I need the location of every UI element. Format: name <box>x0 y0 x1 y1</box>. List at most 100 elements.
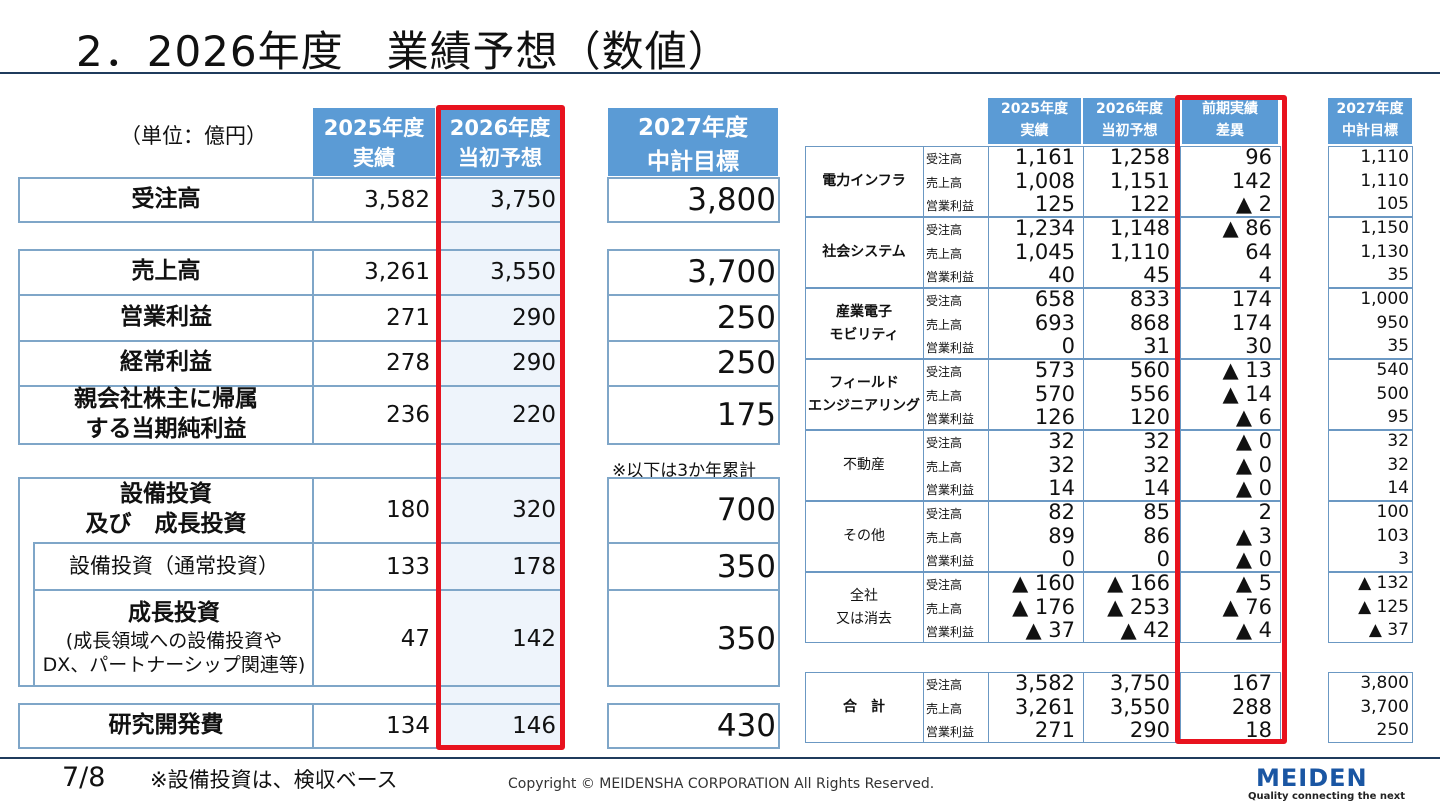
metric-label: 売上高 <box>926 701 963 716</box>
metric-label: 売上高 <box>926 175 963 190</box>
label-line: DX、パートナーシップ関連等) <box>42 654 306 677</box>
value-2027: 250 <box>716 299 776 336</box>
value-2025: 3,261 <box>364 258 430 285</box>
column-divider <box>923 217 924 288</box>
value-2027: 250 <box>716 345 776 381</box>
segment-value: 64 <box>1245 239 1272 264</box>
metric-label: 売上高 <box>926 530 963 545</box>
segment-value: ▲ 3 <box>1235 523 1272 548</box>
title-divider <box>0 72 1440 74</box>
column-divider <box>1180 572 1181 643</box>
row-label-growth-investment: 成長投資 (成長領域への設備投資や DX、パートナーシップ関連等) <box>36 591 312 686</box>
segment-value: ▲ 253 <box>1107 594 1170 619</box>
forecast-highlight-frame <box>436 105 565 750</box>
segment-name: 社会システム <box>805 217 923 288</box>
segment-box <box>805 359 1281 430</box>
target-box <box>1328 672 1413 743</box>
value-2027: 350 <box>716 620 776 657</box>
column-divider <box>1180 146 1181 217</box>
segment-value: 3,750 <box>1109 671 1170 695</box>
metric-label: 営業利益 <box>926 341 975 356</box>
target-value: 35 <box>1387 265 1409 286</box>
segment-name-line: 不動産 <box>843 457 885 474</box>
segment-name: その他 <box>805 501 923 572</box>
segment-value: 30 <box>1245 334 1272 359</box>
target-box <box>1328 572 1413 643</box>
value-2025: 236 <box>386 402 430 428</box>
segment-value: 126 <box>1034 405 1075 430</box>
target-value: 1,110 <box>1360 147 1409 167</box>
target-value: ▲ 132 <box>1358 573 1409 593</box>
header-line: 中計目標 <box>1342 123 1398 139</box>
target-box <box>1328 217 1413 288</box>
target-value: 3 <box>1398 549 1409 570</box>
segment-value: 288 <box>1231 694 1272 719</box>
value-2026: 290 <box>512 304 556 331</box>
segment-value: ▲ 42 <box>1120 618 1170 643</box>
value-2025: 3,582 <box>364 187 430 213</box>
segment-value: 120 <box>1129 405 1170 430</box>
column-divider <box>988 572 989 643</box>
column-divider <box>988 359 989 430</box>
column-divider <box>923 288 924 359</box>
segment-value: 868 <box>1129 310 1170 335</box>
value-2027: 350 <box>716 548 776 585</box>
segment-value: ▲ 0 <box>1235 452 1272 477</box>
row-divider <box>607 340 780 342</box>
column-divider <box>1180 288 1181 359</box>
segment-value: 167 <box>1231 671 1272 695</box>
column-divider <box>923 359 924 430</box>
segment-value: 1,148 <box>1109 216 1170 240</box>
metric-label: 営業利益 <box>926 554 975 569</box>
metric-label: 売上高 <box>926 317 963 332</box>
segment-box <box>805 672 1281 743</box>
segment-name-line: モビリティ <box>829 326 899 343</box>
segment-box <box>805 217 1281 288</box>
target-value: 32 <box>1387 431 1409 451</box>
target-value: 103 <box>1376 525 1409 546</box>
segment-value: ▲ 4 <box>1235 618 1272 643</box>
metric-label: 受注高 <box>926 507 963 521</box>
metric-label: 受注高 <box>926 436 963 450</box>
column-divider <box>312 177 314 223</box>
metric-label: 受注高 <box>926 678 963 692</box>
segment-value: 658 <box>1034 287 1075 311</box>
segment-value: 271 <box>1034 718 1075 743</box>
metric-label: 受注高 <box>926 365 963 379</box>
segment-value: 14 <box>1143 476 1170 501</box>
column-divider <box>1180 359 1181 430</box>
target-value: 1,150 <box>1360 218 1409 238</box>
column-divider <box>923 146 924 217</box>
segment-value: 32 <box>1143 429 1170 453</box>
target-box <box>1328 288 1413 359</box>
segment-value: ▲ 13 <box>1222 358 1272 382</box>
segment-value: 85 <box>1143 500 1170 524</box>
segment-name-line: 全社 <box>850 588 878 605</box>
segment-value: 3,582 <box>1014 671 1075 695</box>
segment-value: 14 <box>1048 476 1075 501</box>
value-2026: 3,750 <box>490 187 556 213</box>
value-2026: 320 <box>512 497 556 523</box>
column-divider <box>1083 430 1084 501</box>
value-2027: 3,800 <box>687 182 776 218</box>
segment-value: 833 <box>1129 287 1170 311</box>
indent-divider <box>33 542 35 687</box>
header-line: 2027年度 <box>1336 101 1404 118</box>
metric-label: 営業利益 <box>926 270 975 285</box>
value-2027: 430 <box>716 708 776 744</box>
header-line: 2026年度 <box>1096 101 1163 118</box>
segment-name-line: 産業電子 <box>836 304 892 321</box>
segment-name-line: 又は消去 <box>836 610 892 627</box>
value-2026: 146 <box>512 713 556 739</box>
header-line: 前期実績 <box>1202 101 1258 118</box>
value-2025: 180 <box>386 497 430 523</box>
header-line: 実績 <box>1020 123 1049 139</box>
segment-value: 31 <box>1143 334 1170 359</box>
segment-value: 82 <box>1048 500 1075 524</box>
page-number: 7/8 <box>62 762 106 793</box>
value-2026: 290 <box>512 350 556 376</box>
metric-label: 売上高 <box>926 246 963 261</box>
metric-label: 受注高 <box>926 294 963 308</box>
segment-value: 32 <box>1143 452 1170 477</box>
label-line: 成長投資 <box>128 599 220 626</box>
